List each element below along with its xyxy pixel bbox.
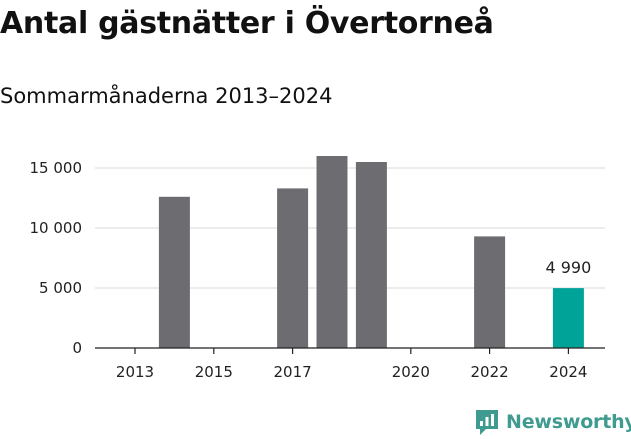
x-axis xyxy=(95,347,605,354)
bar-2018 xyxy=(316,156,348,348)
x-tick-label: 2013 xyxy=(116,363,154,381)
brand-name: Newsworthy xyxy=(506,411,631,433)
x-tick-label: 2020 xyxy=(392,363,430,381)
y-tick-label: 5 000 xyxy=(39,279,82,297)
bar-2014 xyxy=(158,196,190,348)
bar-2024 xyxy=(552,288,584,348)
y-tick-label: 0 xyxy=(72,339,82,357)
bar-2022 xyxy=(474,236,506,348)
x-tick-label: 2015 xyxy=(195,363,233,381)
newsworthy-brand: Newsworthy xyxy=(474,406,631,438)
y-tick-label: 10 000 xyxy=(30,219,83,237)
bar-2017 xyxy=(277,188,309,348)
chart-subtitle: Sommarmånaderna 2013–2024 xyxy=(0,84,333,108)
x-tick-label: 2022 xyxy=(471,363,509,381)
bar-2019 xyxy=(355,162,387,348)
chart-title: Antal gästnätter i Övertorneå xyxy=(0,6,494,41)
y-axis-labels: 0 5 000 10 000 15 000 xyxy=(30,159,83,357)
x-tick-label: 2024 xyxy=(549,363,587,381)
data-labels: 4 990 xyxy=(545,258,591,277)
x-tick-label: 2017 xyxy=(274,363,312,381)
bars xyxy=(158,156,584,348)
y-tick-label: 15 000 xyxy=(30,159,83,177)
newsworthy-logo-icon xyxy=(476,410,498,435)
data-label-2024: 4 990 xyxy=(545,258,591,277)
x-axis-labels: 2013 2015 2017 2020 2022 2024 xyxy=(116,363,588,381)
